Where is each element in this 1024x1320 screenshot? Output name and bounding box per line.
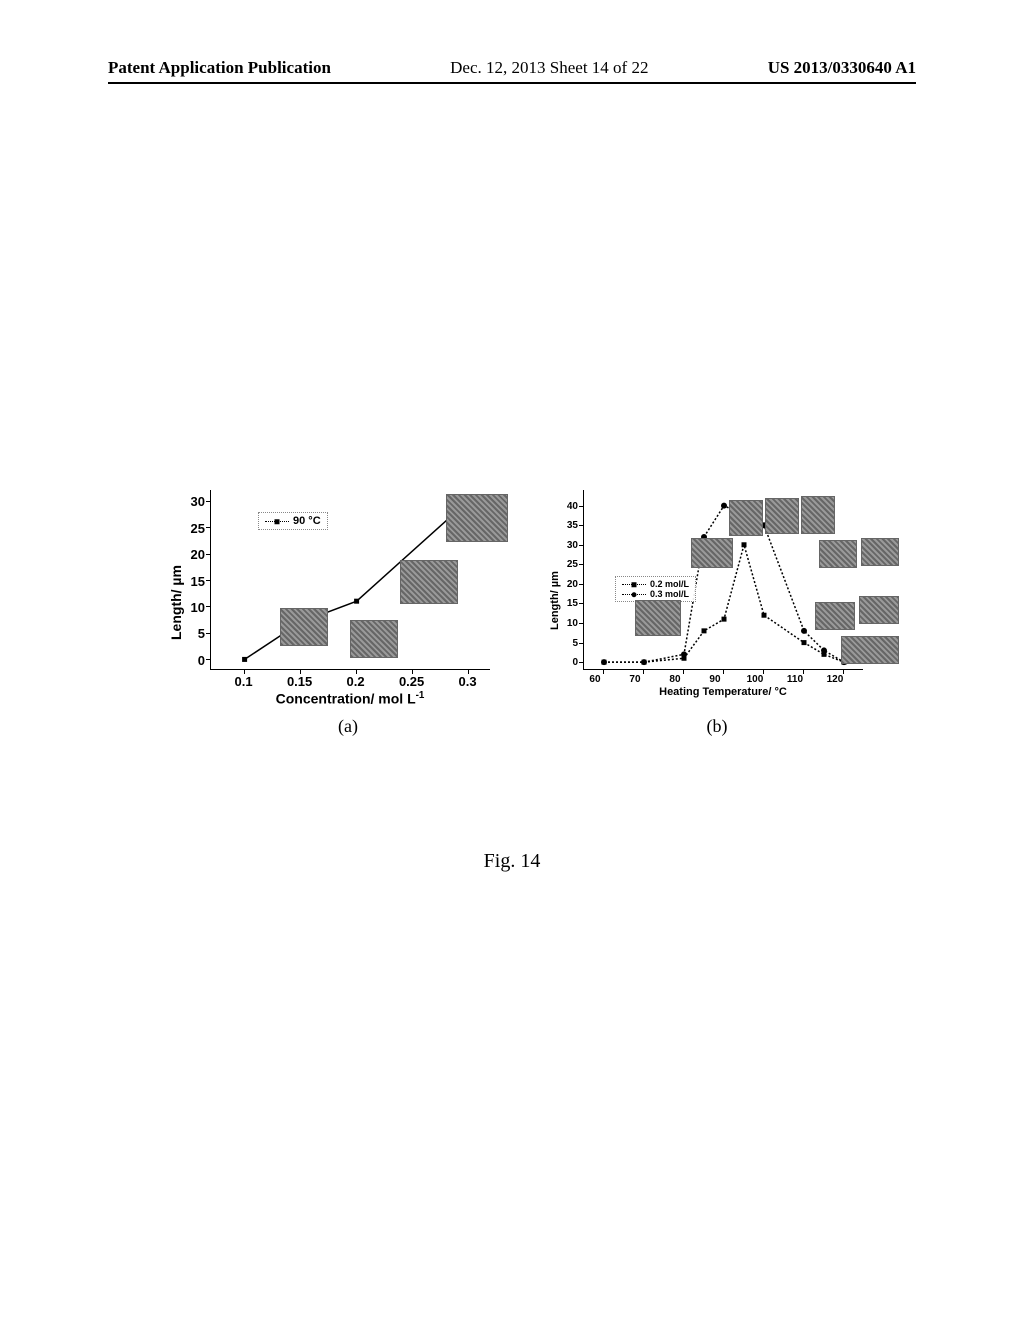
x-axis-label-b: Heating Temperature/ °C bbox=[583, 686, 863, 698]
y-tick-mark bbox=[206, 527, 210, 528]
sem-inset-image bbox=[446, 494, 508, 542]
y-tick-mark bbox=[579, 525, 583, 526]
x-tick-label: 0.2 bbox=[336, 674, 376, 689]
sem-inset-image bbox=[400, 560, 458, 604]
y-tick-label: 20 bbox=[556, 579, 578, 590]
y-tick-mark bbox=[579, 662, 583, 663]
x-tick-label: 0.25 bbox=[392, 674, 432, 689]
y-tick-mark bbox=[579, 623, 583, 624]
chart-panel-a: Length/ µm Concentration/ mol L-1 90 °C … bbox=[148, 480, 507, 720]
figure-caption: Fig. 14 bbox=[0, 850, 1024, 873]
y-tick-label: 0 bbox=[175, 653, 205, 668]
sem-inset-image bbox=[691, 538, 733, 568]
sem-inset-image bbox=[841, 636, 899, 664]
y-tick-label: 25 bbox=[175, 521, 205, 536]
y-tick-mark bbox=[579, 603, 583, 604]
x-tick-label: 100 bbox=[743, 674, 767, 685]
y-tick-label: 0 bbox=[556, 657, 578, 668]
y-tick-mark bbox=[206, 606, 210, 607]
y-tick-mark bbox=[579, 584, 583, 585]
legend-line-icon bbox=[622, 584, 646, 585]
legend-a-label: 90 °C bbox=[293, 515, 321, 527]
sem-inset-image bbox=[765, 498, 799, 534]
x-tick-mark bbox=[643, 670, 644, 674]
y-tick-label: 5 bbox=[175, 626, 205, 641]
sem-inset-image bbox=[801, 496, 835, 534]
y-tick-mark bbox=[579, 545, 583, 546]
legend-b-label-1: 0.3 mol/L bbox=[650, 589, 689, 599]
sem-inset-image bbox=[729, 500, 763, 536]
y-tick-label: 10 bbox=[175, 600, 205, 615]
sem-inset-image bbox=[635, 600, 681, 636]
x-tick-label: 60 bbox=[583, 674, 607, 685]
legend-b: 0.2 mol/L 0.3 mol/L bbox=[615, 576, 696, 602]
panel-a-sublabel: (a) bbox=[328, 716, 368, 737]
y-tick-label: 10 bbox=[556, 618, 578, 629]
panel-b-sublabel: (b) bbox=[697, 716, 737, 737]
y-tick-mark bbox=[579, 564, 583, 565]
x-tick-mark bbox=[683, 670, 684, 674]
y-tick-mark bbox=[579, 506, 583, 507]
sem-inset-image bbox=[861, 538, 899, 566]
x-tick-mark bbox=[244, 670, 245, 674]
x-tick-mark bbox=[723, 670, 724, 674]
header-center: Dec. 12, 2013 Sheet 14 of 22 bbox=[450, 58, 648, 78]
header-rule bbox=[108, 82, 916, 84]
y-tick-mark bbox=[206, 633, 210, 634]
y-tick-label: 40 bbox=[556, 501, 578, 512]
x-axis-label-a: Concentration/ mol L-1 bbox=[210, 690, 490, 707]
xlabel-a-sup: -1 bbox=[416, 690, 425, 701]
y-tick-mark bbox=[206, 580, 210, 581]
sem-inset-image bbox=[859, 596, 899, 624]
y-tick-mark bbox=[206, 554, 210, 555]
chart-panel-b: Length/ µm Heating Temperature/ °C 0.2 m… bbox=[537, 480, 876, 720]
y-tick-label: 5 bbox=[556, 638, 578, 649]
legend-b-label-0: 0.2 mol/L bbox=[650, 579, 689, 589]
x-tick-mark bbox=[412, 670, 413, 674]
sem-inset-image bbox=[819, 540, 857, 568]
x-tick-label: 0.1 bbox=[224, 674, 264, 689]
x-tick-mark bbox=[603, 670, 604, 674]
y-tick-label: 25 bbox=[556, 559, 578, 570]
x-tick-mark bbox=[803, 670, 804, 674]
y-tick-label: 35 bbox=[556, 520, 578, 531]
legend-line-icon bbox=[622, 594, 646, 595]
y-tick-mark bbox=[206, 659, 210, 660]
xlabel-a-text: Concentration/ mol L bbox=[276, 691, 416, 707]
x-tick-mark bbox=[763, 670, 764, 674]
sem-inset-image bbox=[350, 620, 398, 658]
figure-14: Length/ µm Concentration/ mol L-1 90 °C … bbox=[148, 480, 876, 740]
x-tick-label: 110 bbox=[783, 674, 807, 685]
x-tick-mark bbox=[843, 670, 844, 674]
x-tick-label: 80 bbox=[663, 674, 687, 685]
sem-inset-image bbox=[815, 602, 855, 630]
legend-a: 90 °C bbox=[258, 512, 328, 530]
header-right: US 2013/0330640 A1 bbox=[768, 58, 916, 78]
y-tick-mark bbox=[579, 643, 583, 644]
y-tick-label: 30 bbox=[175, 494, 205, 509]
x-tick-label: 0.3 bbox=[448, 674, 488, 689]
y-tick-label: 15 bbox=[556, 598, 578, 609]
x-tick-label: 120 bbox=[823, 674, 847, 685]
x-tick-label: 70 bbox=[623, 674, 647, 685]
y-tick-mark bbox=[206, 501, 210, 502]
x-tick-mark bbox=[356, 670, 357, 674]
y-tick-label: 20 bbox=[175, 547, 205, 562]
x-tick-mark bbox=[468, 670, 469, 674]
page-header: Patent Application Publication Dec. 12, … bbox=[0, 58, 1024, 78]
x-tick-mark bbox=[300, 670, 301, 674]
y-tick-label: 15 bbox=[175, 574, 205, 589]
y-tick-label: 30 bbox=[556, 540, 578, 551]
sem-inset-image bbox=[280, 608, 328, 646]
x-tick-label: 0.15 bbox=[280, 674, 320, 689]
legend-line-icon bbox=[265, 521, 289, 522]
x-tick-label: 90 bbox=[703, 674, 727, 685]
header-left: Patent Application Publication bbox=[108, 58, 331, 78]
